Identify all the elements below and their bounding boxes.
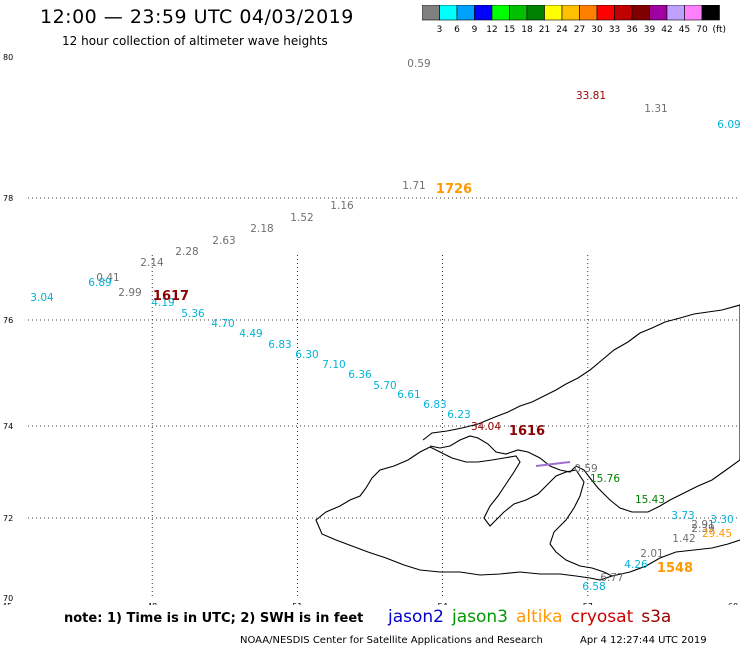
pass-time-label: 1548 xyxy=(657,561,693,576)
wave-height-value: 1.52 xyxy=(290,212,313,224)
legend-label: 27 xyxy=(574,25,585,35)
longitude-label: 51 xyxy=(292,602,302,605)
wave-height-value: 7.10 xyxy=(322,359,345,371)
wave-height-value: 6.77 xyxy=(600,572,623,584)
legend-label: 15 xyxy=(504,25,515,35)
wave-height-value: 6.58 xyxy=(582,581,605,593)
mission-label: jason2 xyxy=(388,607,444,627)
footer-note: note: 1) Time is in UTC; 2) SWH is in fe… xyxy=(64,611,364,626)
legend-label: 12 xyxy=(486,25,497,35)
legend-label: 36 xyxy=(626,25,638,35)
wave-height-value: 6.09 xyxy=(717,119,740,131)
wave-height-value: 5.36 xyxy=(181,308,205,320)
wave-height-value: 15.43 xyxy=(635,494,665,506)
wave-height-value: 0.59 xyxy=(407,58,430,70)
latitude-label: 76 xyxy=(3,316,13,325)
wave-height-value: 34.04 xyxy=(471,421,501,433)
legend-label: 39 xyxy=(644,25,656,35)
wave-height-value: 3.73 xyxy=(671,510,694,522)
map-title: 12:00 — 23:59 UTC 04/03/2019 xyxy=(40,6,354,28)
wave-height-value: 1.31 xyxy=(644,103,667,115)
legend-label: 3 xyxy=(437,25,443,35)
legend-label: 70 xyxy=(696,25,708,35)
wave-height-value: 2.63 xyxy=(212,235,235,247)
wave-height-value: 6.30 xyxy=(295,349,318,361)
coastline-mainland xyxy=(611,539,740,577)
wave-height-value: 6.36 xyxy=(348,369,372,381)
pass-time-label: 1726 xyxy=(436,182,472,197)
wave-height-value: 2.91 xyxy=(691,519,714,531)
wave-height-value: 4.19 xyxy=(151,297,174,309)
wave-height-value: 6.83 xyxy=(423,399,446,411)
wave-height-value: 1.16 xyxy=(330,200,354,212)
legend-label: 30 xyxy=(591,25,603,35)
latitude-label: 74 xyxy=(3,422,13,431)
wave-height-value: 0.59 xyxy=(574,463,597,475)
wave-height-value: 2.39 xyxy=(691,523,714,535)
legend-swatch xyxy=(701,5,720,21)
wave-height-value: 3.04 xyxy=(30,292,54,304)
mission-legend: jason2 jason3 altika cryosat s3a xyxy=(388,607,679,627)
legend-label: 9 xyxy=(472,25,478,35)
longitude-label: 60 xyxy=(728,602,738,605)
latitude-label: 72 xyxy=(3,514,13,523)
wave-height-value: 29.45 xyxy=(702,528,732,540)
legend-label: 6 xyxy=(454,25,460,35)
mission-label: jason3 xyxy=(452,607,508,627)
legend-label: 42 xyxy=(661,25,672,35)
wave-height-value: 6.61 xyxy=(397,389,420,401)
wave-height-value: 2.18 xyxy=(250,223,273,235)
legend-label: 21 xyxy=(539,25,550,35)
wave-height-value: 2.14 xyxy=(140,257,164,269)
color-scale-legend: 3 6 9 12 15 18 21 24 27 30 33 36 39 42 45 70 (ft) xyxy=(422,5,726,35)
timestamp-text: Apr 4 12:27:44 UTC 2019 xyxy=(580,635,707,646)
coastline-south-island xyxy=(315,446,614,581)
wave-height-value: 3.30 xyxy=(710,514,733,526)
mission-label: cryosat xyxy=(570,607,634,627)
wave-height-value: 6.23 xyxy=(447,409,470,421)
latitude-label: 70 xyxy=(3,594,13,603)
wave-height-value: 33.81 xyxy=(576,90,606,102)
longitude-label: 48 xyxy=(147,602,157,605)
wave-height-value: 15.76 xyxy=(590,473,620,485)
legend-label: 45 xyxy=(679,25,690,35)
latitude-label: 78 xyxy=(3,194,13,203)
wave-height-value: 5.70 xyxy=(373,380,396,392)
legend-label: 24 xyxy=(556,25,568,35)
mission-label: s3a xyxy=(641,607,672,627)
wave-height-value: 2.28 xyxy=(175,246,198,258)
wave-height-value: 0.41 xyxy=(96,272,119,284)
wave-height-map: 45 48 51 54 57 60 80 78 76 74 72 70 0.59 33.81 1.31 6.0… xyxy=(2,53,740,605)
latitude-label: 80 xyxy=(3,53,13,62)
wave-height-value: 1.71 xyxy=(402,180,425,192)
longitude-label: 45 xyxy=(2,602,12,605)
map-subtitle: 12 hour collection of altimeter wave hei… xyxy=(62,34,328,48)
legend-unit: (ft) xyxy=(712,25,726,35)
longitude-label: 57 xyxy=(583,602,593,605)
wave-height-value: 1.42 xyxy=(672,533,695,545)
wave-height-value: 6.89 xyxy=(88,277,111,289)
ground-track xyxy=(535,461,571,467)
legend-label: 18 xyxy=(521,25,533,35)
wave-height-value: 6.83 xyxy=(268,339,291,351)
wave-height-value: 4.49 xyxy=(239,328,262,340)
legend-label: 33 xyxy=(609,25,620,35)
mission-label: altika xyxy=(516,607,563,627)
coastline-north-island xyxy=(422,304,740,513)
wave-height-value: 2.99 xyxy=(118,287,141,299)
pass-time-label: 1617 xyxy=(153,289,189,304)
longitude-label: 54 xyxy=(438,602,448,605)
credit-text: NOAA/NESDIS Center for Satellite Applica… xyxy=(240,635,543,646)
wave-height-value: 4.26 xyxy=(624,559,648,571)
wave-height-value: 4.70 xyxy=(211,318,234,330)
wave-height-value: 2.01 xyxy=(640,548,663,560)
pass-time-label: 1616 xyxy=(509,424,545,439)
